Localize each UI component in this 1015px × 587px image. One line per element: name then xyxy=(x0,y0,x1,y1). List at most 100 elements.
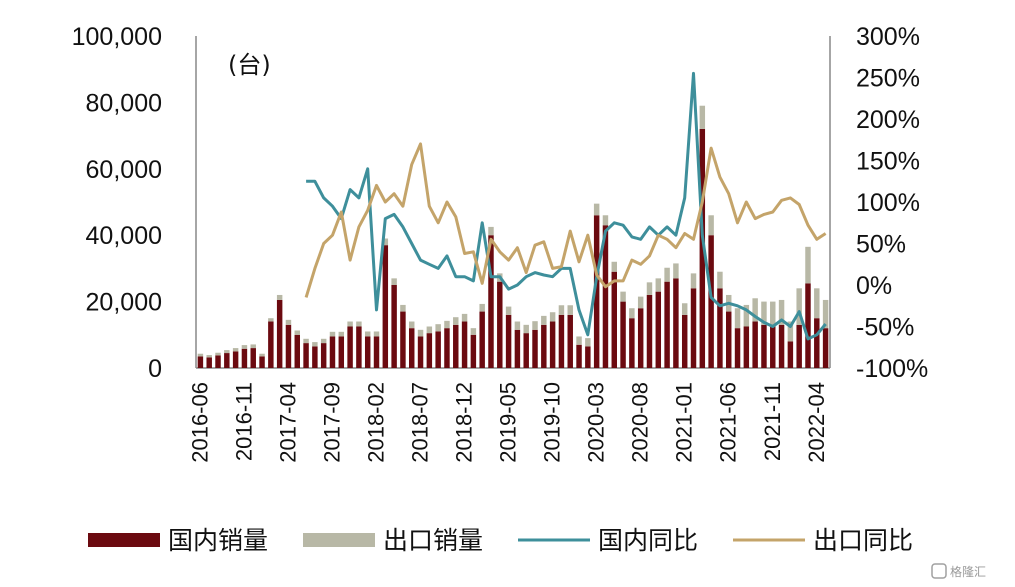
bar-export xyxy=(391,278,397,285)
bar-export xyxy=(382,238,389,246)
legend-export-yoy-label: 出口同比 xyxy=(813,526,913,555)
bar-export xyxy=(197,353,204,357)
left-tick-label: 40,000 xyxy=(86,222,162,250)
bar-domestic xyxy=(558,314,565,368)
x-tick-label: 2021-06 xyxy=(716,382,741,463)
bar-domestic xyxy=(224,353,230,368)
bar-export xyxy=(734,308,741,329)
bar-domestic xyxy=(320,343,327,368)
bar-export xyxy=(567,305,573,315)
bar-domestic xyxy=(505,314,512,368)
bar-domestic xyxy=(268,321,274,368)
bar-export xyxy=(541,315,547,325)
x-tick-label: 2016-06 xyxy=(187,382,212,463)
x-tick-label: 2021-11 xyxy=(760,382,785,461)
lines xyxy=(304,71,827,341)
bar-export xyxy=(646,282,653,295)
bar-export xyxy=(206,355,212,358)
bar-export xyxy=(620,291,626,302)
bar-domestic xyxy=(276,299,283,368)
x-tick-label: 2019-05 xyxy=(496,382,521,463)
x-tick-label: 2020-08 xyxy=(628,382,653,463)
bar-domestic xyxy=(426,333,433,368)
bar-export xyxy=(576,336,582,345)
bar-export xyxy=(356,321,362,327)
bar-domestic xyxy=(752,321,758,368)
bar-domestic xyxy=(435,331,441,368)
bar-domestic xyxy=(734,328,741,368)
bar-domestic xyxy=(549,321,556,368)
bar-domestic xyxy=(453,324,459,368)
bar-domestic xyxy=(620,301,626,368)
bar-domestic xyxy=(523,333,529,368)
bar-domestic xyxy=(708,235,714,368)
bar-domestic xyxy=(303,343,309,368)
bar-domestic xyxy=(206,357,212,368)
bar-domestic xyxy=(814,318,820,368)
bar-domestic xyxy=(646,294,653,368)
bar-domestic xyxy=(382,245,389,368)
bar-export xyxy=(409,321,415,329)
bar-export xyxy=(453,317,459,325)
bar-domestic xyxy=(629,318,635,368)
bar-export xyxy=(602,215,609,226)
right-tick-label: 250% xyxy=(856,65,920,93)
bar-export xyxy=(532,321,538,330)
left-tick-label: 60,000 xyxy=(86,156,162,184)
bar-export xyxy=(690,273,697,289)
bar-export xyxy=(373,331,380,337)
left-tick-label: 20,000 xyxy=(86,289,162,317)
x-tick-label: 2017-09 xyxy=(319,382,344,463)
bar-export xyxy=(770,301,776,327)
left-tick-label: 100,000 xyxy=(72,23,162,51)
bar-domestic xyxy=(805,283,811,368)
bar-export xyxy=(347,321,353,327)
bar-domestic xyxy=(312,346,318,368)
x-tick-label: 2022-04 xyxy=(804,382,829,463)
bar-export xyxy=(241,345,248,349)
bar-export xyxy=(743,304,750,327)
bar-domestic xyxy=(285,324,292,368)
right-tick-label: -100% xyxy=(856,355,928,383)
bar-domestic xyxy=(532,329,538,368)
bar-domestic xyxy=(585,346,591,368)
bar-domestic xyxy=(655,291,662,368)
right-tick-label: 100% xyxy=(856,189,920,217)
legend: 国内销量 出口销量 国内同比 出口同比 xyxy=(88,526,913,555)
bar-domestic xyxy=(479,311,485,368)
bar-domestic xyxy=(364,336,371,368)
bar-domestic xyxy=(664,281,670,368)
bar-domestic xyxy=(356,326,362,368)
legend-export-sales-swatch xyxy=(303,533,375,547)
bar-export xyxy=(778,299,785,325)
bar-domestic xyxy=(241,348,248,368)
bar-export xyxy=(637,296,644,309)
bar-domestic xyxy=(770,326,776,368)
bar-domestic xyxy=(391,285,397,368)
bar-export xyxy=(505,306,512,315)
bar-domestic xyxy=(373,336,380,368)
bar-export xyxy=(699,105,706,129)
bar-domestic xyxy=(215,355,221,368)
bar-domestic xyxy=(294,334,300,368)
x-tick-label: 2017-04 xyxy=(275,382,300,463)
bar-domestic xyxy=(717,288,723,368)
bar-export xyxy=(814,288,820,319)
bar-export xyxy=(285,319,292,325)
bars xyxy=(197,105,829,368)
bar-export xyxy=(796,288,802,325)
bar-domestic xyxy=(329,336,336,368)
bar-export xyxy=(822,299,829,329)
bar-domestic xyxy=(681,314,688,368)
axes xyxy=(195,36,831,369)
bar-export xyxy=(461,313,468,322)
bar-export xyxy=(444,320,450,329)
bar-export xyxy=(479,303,485,312)
bar-domestic xyxy=(567,314,573,368)
bar-export xyxy=(364,331,371,337)
bar-domestic xyxy=(690,288,697,368)
bar-export xyxy=(488,226,494,236)
bar-export xyxy=(250,344,256,349)
bar-domestic xyxy=(637,308,644,368)
